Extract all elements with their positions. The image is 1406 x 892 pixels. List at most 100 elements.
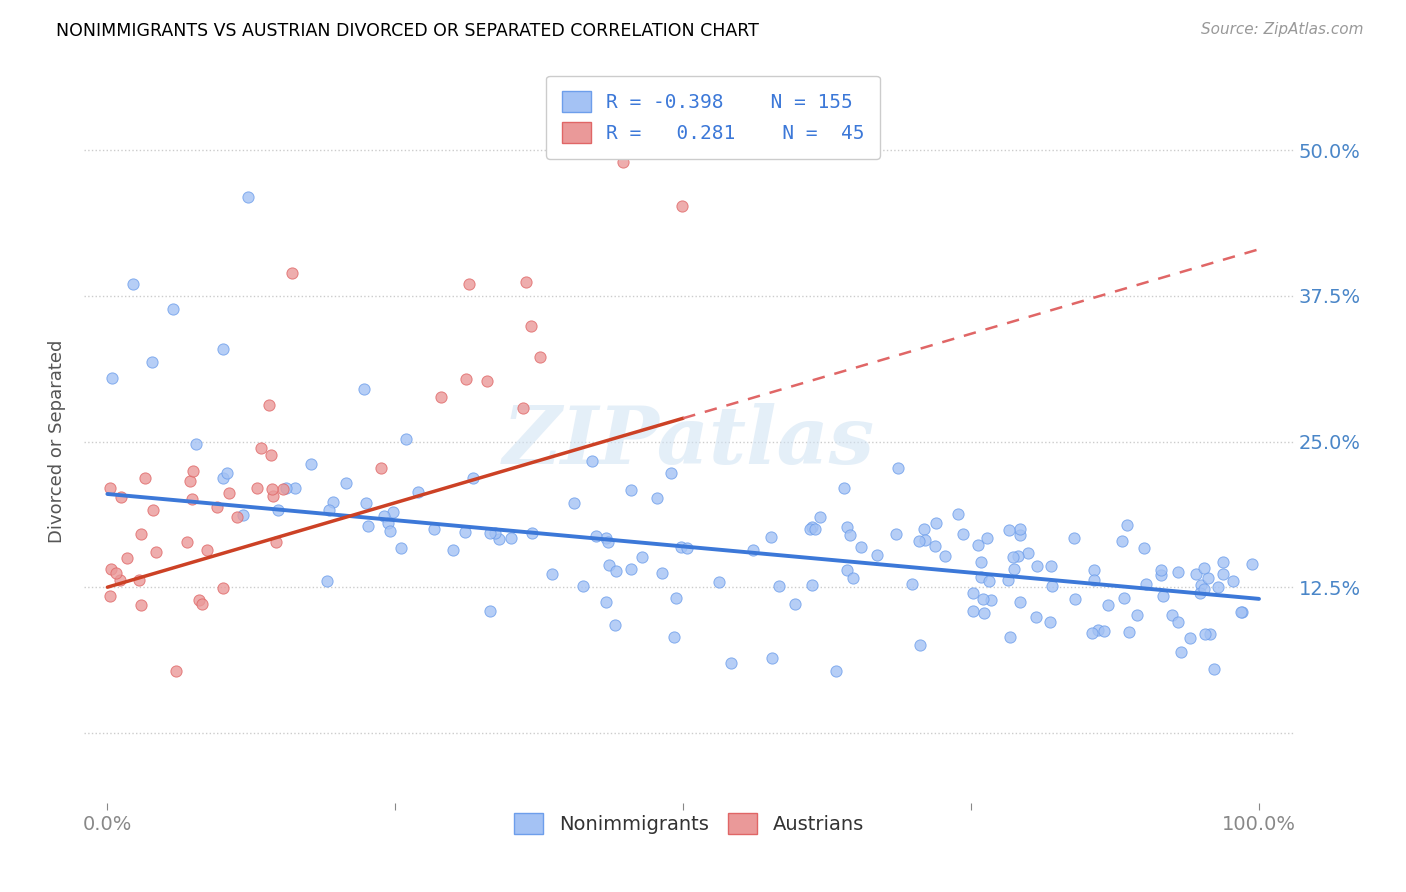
- Point: [1025, 610, 1047, 624]
- Point: [1135, 577, 1157, 591]
- Point: [912, 522, 935, 536]
- Point: [205, 500, 228, 514]
- Point: [1150, 568, 1173, 582]
- Point: [316, 574, 339, 588]
- Point: [720, 656, 742, 670]
- Point: [179, 474, 201, 488]
- Point: [998, 523, 1021, 537]
- Point: [454, 372, 477, 386]
- Point: [322, 495, 344, 509]
- Point: [581, 454, 603, 468]
- Point: [232, 508, 254, 522]
- Point: [1185, 567, 1208, 582]
- Point: [1064, 592, 1087, 607]
- Point: [837, 520, 859, 534]
- Point: [948, 508, 970, 522]
- Point: [1222, 574, 1244, 588]
- Point: [1192, 582, 1215, 596]
- Point: [529, 350, 551, 364]
- Point: [799, 522, 821, 536]
- Point: [997, 573, 1019, 587]
- Point: [620, 562, 643, 576]
- Point: [389, 541, 412, 555]
- Point: [900, 577, 922, 591]
- Point: [659, 466, 682, 480]
- Point: [541, 567, 564, 582]
- Point: [162, 301, 184, 316]
- Point: [1008, 528, 1031, 542]
- Point: [595, 531, 617, 545]
- Point: [257, 398, 280, 412]
- Point: [1092, 624, 1115, 638]
- Point: [1039, 615, 1062, 629]
- Point: [1240, 558, 1263, 572]
- Point: [191, 597, 214, 611]
- Point: [808, 509, 831, 524]
- Point: [1212, 566, 1234, 581]
- Point: [980, 593, 1002, 607]
- Point: [1150, 563, 1173, 577]
- Point: [595, 595, 617, 609]
- Point: [1198, 627, 1220, 641]
- Point: [215, 466, 238, 480]
- Point: [262, 482, 284, 496]
- Point: [382, 505, 405, 519]
- Text: Source: ZipAtlas.com: Source: ZipAtlas.com: [1201, 22, 1364, 37]
- Point: [662, 630, 685, 644]
- Point: [998, 630, 1021, 644]
- Point: [1194, 626, 1216, 640]
- Point: [129, 526, 152, 541]
- Point: [1002, 549, 1025, 564]
- Point: [318, 503, 340, 517]
- Point: [866, 548, 889, 562]
- Point: [211, 342, 233, 356]
- Point: [100, 562, 122, 576]
- Point: [1017, 546, 1039, 560]
- Point: [1063, 531, 1085, 545]
- Point: [165, 664, 187, 678]
- Point: [925, 516, 948, 530]
- Point: [299, 457, 322, 471]
- Point: [478, 604, 501, 618]
- Point: [197, 543, 219, 558]
- Point: [605, 564, 627, 578]
- Point: [1206, 581, 1229, 595]
- Point: [218, 485, 240, 500]
- Point: [1097, 599, 1119, 613]
- Point: [250, 441, 273, 455]
- Point: [226, 509, 249, 524]
- Point: [972, 591, 994, 606]
- Point: [804, 523, 827, 537]
- Point: [142, 503, 165, 517]
- Point: [184, 437, 207, 451]
- Point: [181, 491, 204, 506]
- Point: [849, 541, 872, 555]
- Point: [238, 190, 260, 204]
- Point: [145, 545, 167, 559]
- Point: [596, 534, 619, 549]
- Point: [335, 475, 357, 490]
- Point: [973, 606, 995, 620]
- Point: [1007, 549, 1029, 564]
- Point: [354, 495, 377, 509]
- Point: [357, 518, 380, 533]
- Point: [128, 574, 150, 588]
- Point: [370, 461, 392, 475]
- Point: [884, 526, 907, 541]
- Point: [98, 589, 121, 603]
- Point: [378, 524, 401, 539]
- Point: [1132, 541, 1154, 555]
- Point: [1008, 522, 1031, 536]
- Point: [134, 471, 156, 485]
- Point: [676, 541, 699, 555]
- Point: [665, 591, 688, 605]
- Legend: Nonimmigrants, Austrians: Nonimmigrants, Austrians: [505, 803, 873, 844]
- Point: [768, 579, 790, 593]
- Point: [266, 534, 288, 549]
- Point: [887, 461, 910, 475]
- Point: [571, 579, 593, 593]
- Point: [101, 370, 124, 384]
- Point: [1204, 662, 1226, 676]
- Point: [1111, 533, 1133, 548]
- Point: [1083, 573, 1105, 587]
